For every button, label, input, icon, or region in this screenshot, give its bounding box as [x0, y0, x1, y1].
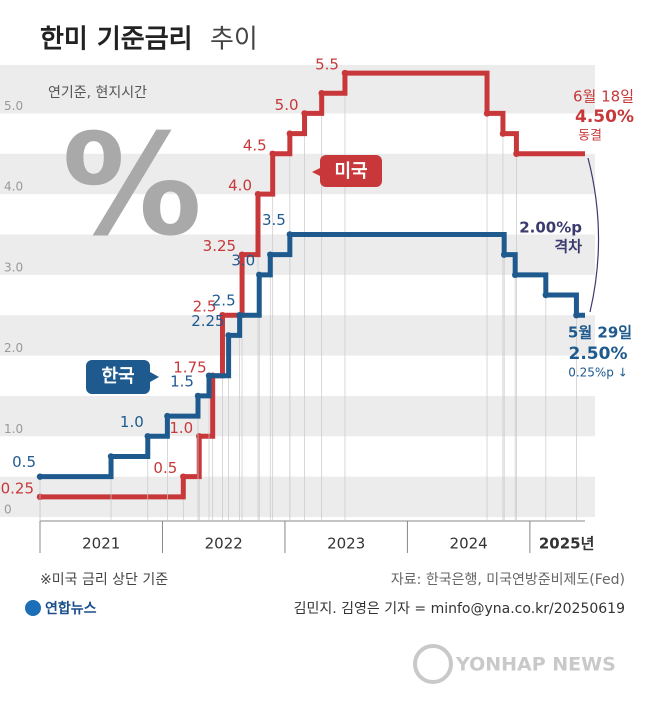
- x-tick-label: 2022: [205, 535, 243, 553]
- point: [225, 332, 232, 339]
- watermark-icon: [413, 644, 453, 684]
- point: [36, 473, 44, 480]
- point: [513, 150, 520, 157]
- legend-kr: 한국: [101, 366, 134, 387]
- data-label: 0.5: [12, 453, 36, 471]
- point: [511, 271, 519, 279]
- y-tick-label: 0: [4, 503, 12, 517]
- chart-title: 한미 기준금리: [40, 25, 193, 55]
- point: [196, 433, 203, 440]
- data-label: 1.0: [169, 419, 193, 437]
- point: [267, 251, 274, 258]
- point: [144, 433, 151, 440]
- data-label: 3.25: [203, 237, 236, 255]
- y-tick-label: 2.0: [4, 341, 23, 355]
- data-label: 2.5: [193, 298, 217, 316]
- data-label: 5.0: [275, 96, 299, 114]
- point: [301, 110, 308, 117]
- point: [269, 150, 276, 157]
- point: [254, 190, 262, 198]
- y-tick-label: 5.0: [4, 99, 23, 113]
- point: [219, 312, 226, 319]
- gap-value: 2.00%p: [519, 219, 582, 237]
- note: 연기준, 현지시간: [48, 85, 147, 101]
- kr-date: 5월 29일: [568, 324, 632, 342]
- x-tick-label: 2024: [450, 535, 488, 553]
- point: [573, 312, 580, 319]
- point: [500, 251, 508, 258]
- grid-band: [0, 65, 595, 114]
- series-line: [40, 232, 585, 480]
- point: [194, 392, 202, 400]
- point: [236, 312, 243, 319]
- data-label: 4.5: [243, 136, 267, 154]
- x-tick-label: 2023: [327, 535, 365, 553]
- point: [542, 291, 550, 299]
- logo: 연합뉴스: [45, 600, 97, 617]
- x-tick-label: 2025년: [539, 535, 595, 553]
- grid-band: [0, 395, 595, 437]
- footnote: ※미국 금리 상단 기준: [40, 572, 168, 588]
- data-label: 1.75: [173, 358, 206, 376]
- point: [286, 130, 294, 137]
- grid-band: [0, 234, 595, 275]
- point: [205, 372, 213, 379]
- data-label: 2.5: [212, 292, 236, 310]
- gap-word: 격차: [554, 238, 582, 256]
- data-label: 1.5: [170, 372, 194, 390]
- data-label: 3.0: [231, 251, 255, 269]
- grid-band: [0, 315, 595, 356]
- kr-rate: 2.50%: [569, 344, 628, 364]
- us-status: 동결: [578, 129, 602, 144]
- credit: 김민지. 김영은 기자 = minfo@yna.co.kr/20250619: [294, 601, 625, 617]
- data-label: 0.25: [1, 479, 34, 497]
- legend-us: 미국: [334, 161, 367, 182]
- chart-title-suffix: 추이: [210, 25, 258, 55]
- point: [107, 453, 115, 460]
- x-tick-label: 2021: [82, 535, 120, 553]
- y-tick-label: 1.0: [4, 422, 23, 436]
- gap-bracket: [587, 157, 600, 313]
- point: [318, 90, 325, 97]
- y-tick-label: 4.0: [4, 180, 23, 194]
- point: [164, 412, 171, 420]
- bands: 0 1.0 2.0 3.0 4.0 5.0: [0, 65, 595, 517]
- us-date: 6월 18일: [573, 88, 634, 106]
- y-tick-label: 3.0: [4, 260, 23, 274]
- us-rate: 4.50%: [575, 107, 634, 127]
- point: [256, 271, 263, 279]
- data-label: 2.25: [191, 312, 224, 330]
- watermark: YONHAP NEWS: [455, 654, 616, 676]
- percent-symbol: %: [62, 105, 202, 268]
- point: [341, 69, 349, 77]
- data-label: 4.0: [228, 177, 252, 195]
- logo-icon: [25, 600, 41, 616]
- data-label: 3.5: [262, 211, 286, 229]
- us-tag: [312, 155, 382, 187]
- point: [499, 130, 507, 137]
- grid-band: [0, 153, 595, 195]
- point: [286, 231, 294, 238]
- data-label: 5.5: [315, 56, 339, 74]
- source: 자료: 한국은행, 미국연방준비제도(Fed): [391, 572, 625, 588]
- point: [180, 473, 187, 480]
- point: [238, 251, 246, 258]
- point: [483, 110, 491, 117]
- plot: 2021 2022 2023 2024 2025년 0.25 0.5 1.0 1.75 2.5 3.…: [1, 56, 595, 553]
- data-label: 1.0: [120, 413, 144, 431]
- data-label: 0.5: [153, 459, 177, 477]
- kr-change: 0.25%p ↓: [568, 366, 628, 380]
- kr-tag: [86, 360, 159, 394]
